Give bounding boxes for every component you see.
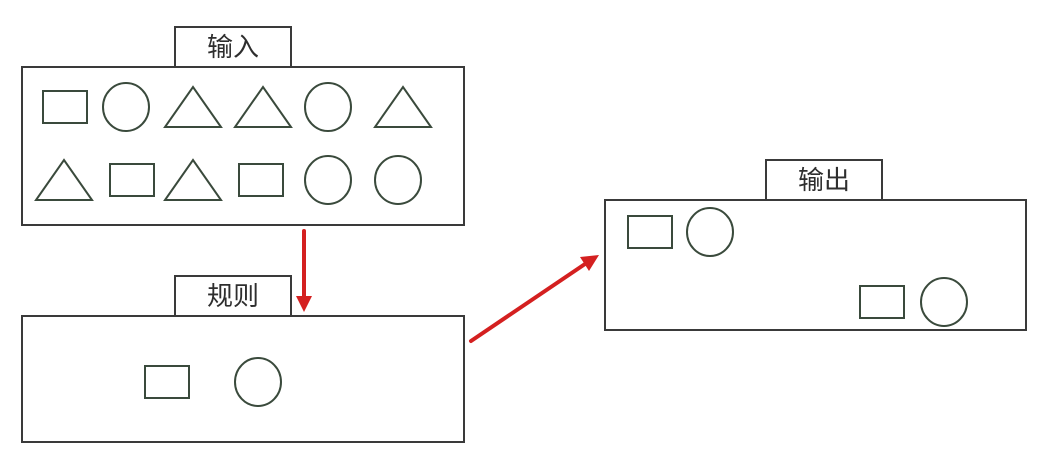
input-block: 输入 (21, 26, 465, 226)
triangle-shape (163, 158, 223, 201)
circle-shape (234, 357, 282, 407)
arrow-rule-to-output (469, 255, 599, 343)
output-block: 输出 (604, 159, 1027, 331)
output-label: 输出 (798, 166, 850, 196)
input-label: 输入 (207, 33, 259, 63)
input-shapes (34, 82, 433, 205)
triangle-shape (233, 85, 293, 128)
rule-label: 规则 (207, 282, 259, 312)
circle-shape (304, 82, 352, 132)
circle-shape (102, 82, 150, 132)
circle-shape (304, 155, 352, 205)
rule-shapes (144, 357, 282, 407)
circle-shape (374, 155, 422, 205)
arrow-input-to-rule (296, 229, 312, 312)
triangle-shape (373, 85, 433, 128)
rectangle-shape (144, 365, 190, 399)
input-label-tab (174, 26, 292, 68)
circle-shape (686, 207, 734, 257)
rectangle-shape (627, 215, 673, 249)
circle-shape (920, 277, 968, 327)
triangle-shape (34, 158, 94, 201)
rectangle-shape (859, 285, 905, 319)
rectangle-shape (238, 163, 284, 197)
rule-block: 规则 (21, 275, 465, 443)
triangle-shape (163, 85, 223, 128)
rule-label-tab (174, 275, 292, 317)
rectangle-shape (109, 163, 155, 197)
output-shapes (627, 207, 968, 327)
rectangle-shape (42, 90, 88, 124)
